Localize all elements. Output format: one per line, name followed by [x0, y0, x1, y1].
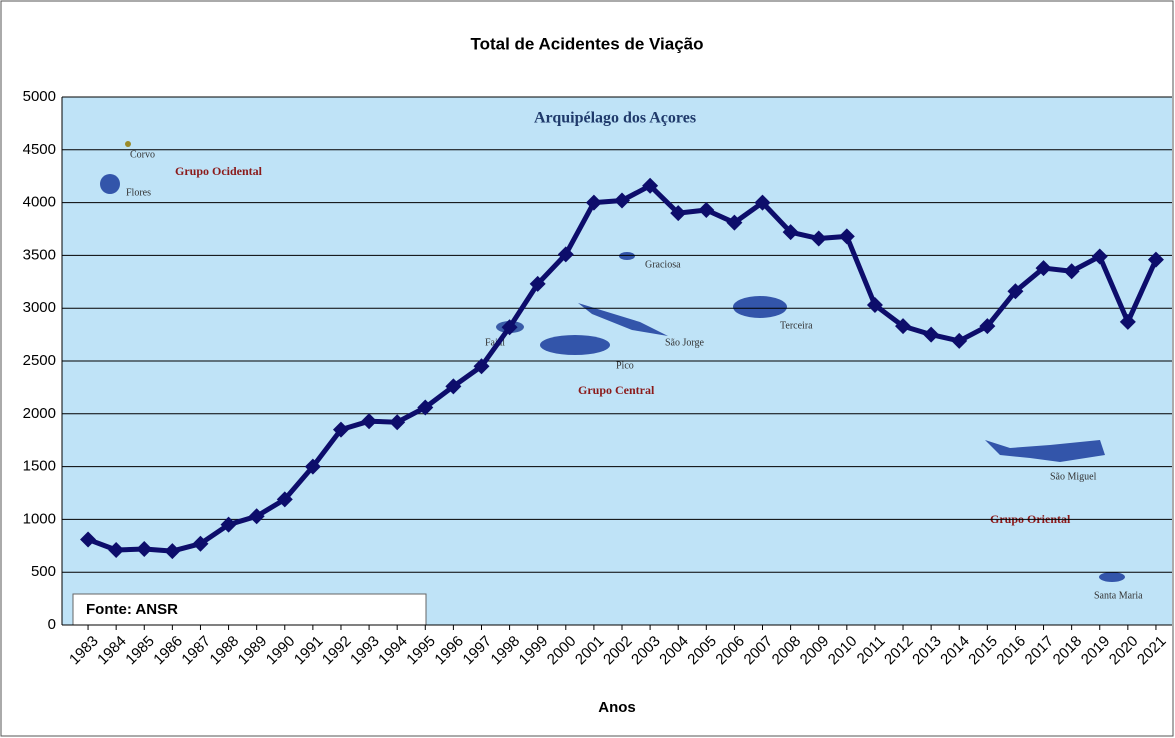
- map-label: Pico: [616, 360, 634, 371]
- data-marker: [614, 192, 630, 209]
- data-marker: [220, 516, 237, 533]
- data-marker: [501, 319, 518, 336]
- data-marker: [838, 228, 855, 245]
- data-marker: [192, 535, 209, 552]
- data-marker: [642, 177, 659, 194]
- island: [578, 303, 668, 336]
- y-tick-label: 500: [31, 563, 56, 580]
- island: [985, 440, 1105, 462]
- map-label: Faial: [485, 337, 505, 348]
- data-marker: [726, 214, 743, 231]
- y-tick-label: 0: [48, 616, 56, 633]
- data-marker: [248, 508, 265, 525]
- group-label: Grupo Central: [578, 383, 655, 397]
- map-label: Corvo: [130, 149, 155, 160]
- data-marker: [810, 230, 827, 247]
- group-label: Grupo Ocidental: [175, 164, 263, 178]
- y-tick-label: 1500: [23, 458, 56, 475]
- data-marker: [698, 201, 715, 218]
- y-tick-label: 2000: [23, 405, 56, 422]
- data-marker: [1119, 313, 1136, 330]
- island: [125, 141, 131, 147]
- data-marker: [276, 491, 293, 508]
- data-marker: [136, 540, 153, 557]
- map-label: Terceira: [780, 320, 813, 331]
- data-marker: [1063, 263, 1080, 280]
- data-marker: [1091, 248, 1108, 265]
- data-marker: [529, 275, 546, 292]
- x-axis-title: Anos: [598, 699, 636, 716]
- y-tick-label: 5000: [23, 88, 56, 105]
- data-marker: [1007, 283, 1024, 300]
- data-marker: [417, 399, 434, 416]
- data-marker: [1035, 260, 1052, 277]
- map-title: Arquipélago dos Açores: [534, 110, 696, 127]
- data-marker: [951, 332, 968, 349]
- data-marker: [473, 358, 490, 375]
- group-label: Grupo Oriental: [990, 512, 1071, 526]
- island: [540, 335, 610, 355]
- y-tick-label: 4500: [23, 141, 56, 158]
- data-marker: [389, 414, 406, 431]
- map-label: Graciosa: [645, 259, 681, 270]
- y-tick-label: 3500: [23, 246, 56, 263]
- map-label: Flores: [126, 187, 151, 198]
- island: [1099, 572, 1125, 582]
- map-label: São Jorge: [665, 337, 705, 348]
- data-marker: [164, 543, 181, 560]
- data-marker: [923, 326, 940, 343]
- data-marker: [782, 224, 799, 241]
- chart-title: Total de Acidentes de Viação: [470, 34, 703, 53]
- data-marker: [895, 318, 912, 335]
- data-marker: [304, 458, 321, 475]
- island: [733, 296, 787, 318]
- data-marker: [80, 531, 97, 548]
- y-tick-label: 4000: [23, 194, 56, 211]
- island: [619, 252, 635, 260]
- y-tick-label: 1000: [23, 510, 56, 527]
- data-marker: [332, 421, 349, 438]
- source-box: [72, 593, 427, 626]
- data-marker: [1147, 251, 1164, 268]
- data-marker: [445, 378, 462, 395]
- data-marker: [108, 542, 125, 559]
- data-marker: [979, 318, 996, 335]
- y-tick-label: 3000: [23, 299, 56, 316]
- island: [100, 174, 120, 194]
- data-marker: [754, 194, 771, 211]
- data-marker: [557, 246, 574, 263]
- data-marker: [361, 413, 378, 430]
- data-marker: [585, 194, 602, 211]
- data-marker: [866, 297, 883, 314]
- map-label: São Miguel: [1050, 471, 1097, 482]
- data-marker: [670, 205, 687, 222]
- map-label: Santa Maria: [1094, 590, 1143, 601]
- source: Fonte: ANSR: [86, 601, 178, 618]
- y-tick-label: 2500: [23, 352, 56, 369]
